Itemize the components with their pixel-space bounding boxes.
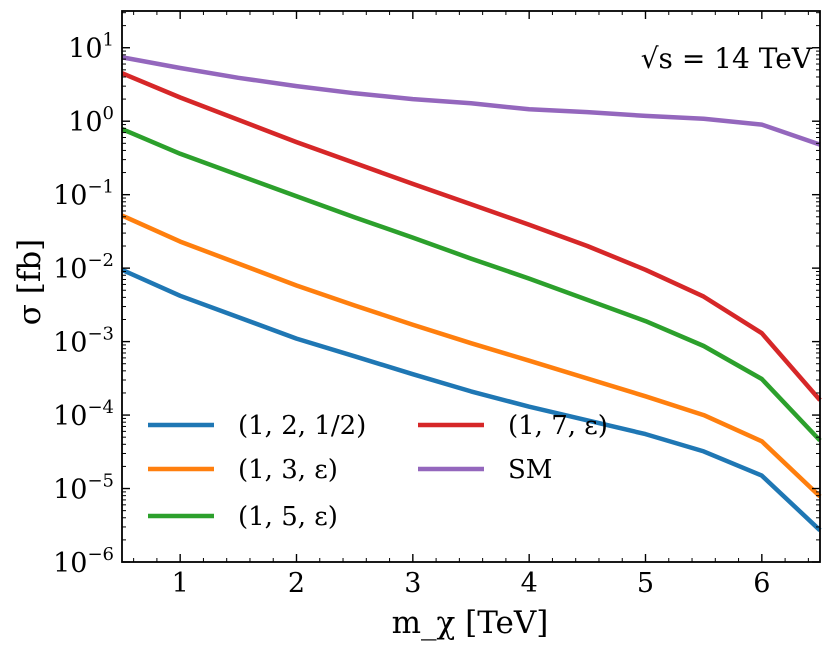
plot-frame: [121, 10, 821, 563]
x-tick-label: 6: [753, 568, 770, 599]
y-tick-label: 100: [68, 103, 114, 138]
series-line-3: [121, 71, 822, 402]
y-tick-label: 10−3: [53, 324, 114, 359]
x-tick-label: 1: [172, 568, 189, 599]
x-tick-label: 5: [637, 568, 654, 599]
y-tick-label: 10−2: [53, 250, 114, 285]
y-tick-label: 101: [68, 30, 114, 65]
series-line-1: [121, 213, 822, 499]
y-tick-label: 10−1: [53, 177, 114, 212]
legend-label-4: SM: [508, 455, 552, 485]
y-tick-label: 10−4: [53, 397, 114, 432]
x-tick-label: 3: [404, 568, 421, 599]
x-tick-label: 4: [521, 568, 538, 599]
series-line-4: [121, 55, 821, 147]
x-axis-label: m_χ [TeV]: [392, 605, 549, 641]
legend-label-3: (1, 7, ε): [508, 411, 608, 441]
series-layer: [121, 55, 822, 532]
x-tick-label: 2: [288, 568, 305, 599]
y-tick-label: 10−5: [53, 471, 114, 506]
legend: (1, 2, 1/2) (1, 3, ε) (1, 5, ε) (1, 7, ε) SM: [148, 411, 608, 532]
series-line-0: [121, 267, 822, 532]
y-axis-label: σ [fb]: [12, 239, 48, 326]
legend-label-0: (1, 2, 1/2): [238, 411, 366, 441]
legend-label-1: (1, 3, ε): [238, 455, 338, 485]
energy-annotation: √s = 14 TeV: [641, 42, 813, 75]
legend-label-2: (1, 5, ε): [238, 502, 338, 532]
y-tick-label: 10−6: [53, 544, 114, 579]
series-line-2: [121, 127, 822, 443]
